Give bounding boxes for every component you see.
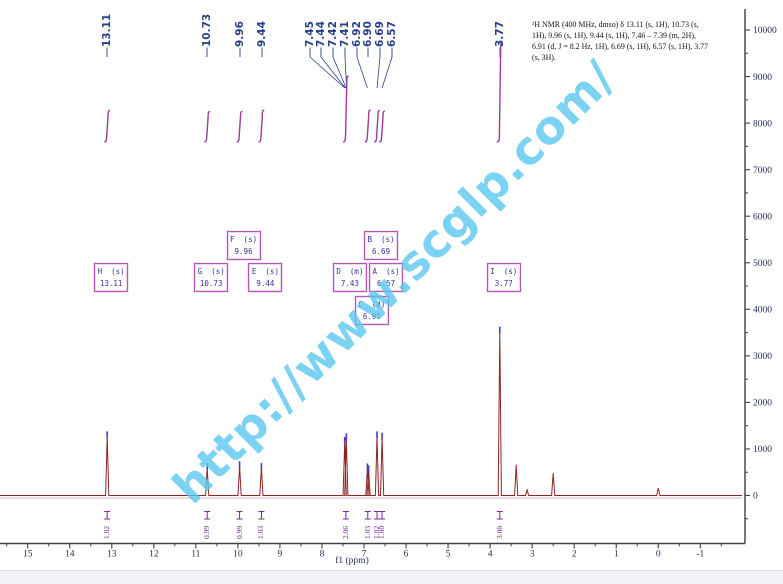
x-tick-label: 2 [572,550,577,560]
integral-curve [378,110,386,143]
integration-bracket [364,511,371,520]
integral-curve [342,75,350,143]
x-tick-label: 9 [278,550,283,560]
x-tick-label: 0 [656,550,661,560]
integral-curve [258,109,265,143]
label-connector [332,56,347,89]
nmr-annotation-text: ¹H NMR (400 MHz, dmso) δ 13.11 (s, 1H), … [532,20,709,62]
x-tick-label: 12 [149,550,159,560]
integration-bracket [496,511,503,520]
integration-bracket [342,511,349,520]
label-connector [381,56,393,89]
x-axis-title: f1 (ppm) [335,556,369,566]
label-connector [356,56,368,89]
x-tick-label: 1 [614,550,619,560]
y-tick-label: 9000 [753,73,772,83]
label-connector [376,56,381,89]
x-tick-label: 4 [488,550,493,560]
label-connector [309,56,346,89]
x-tick-label: 3 [530,550,535,560]
x-tick-label: 10 [233,550,243,560]
x-tick-label: 6 [404,550,409,560]
integral-curve [496,41,504,143]
y-tick-label: 4000 [753,306,772,316]
x-tick-label: 13 [107,550,117,560]
y-tick-label: 7000 [753,166,772,176]
y-tick-label: 1000 [753,445,772,455]
y-tick-label: 0 [753,492,758,502]
x-tick-label: 5 [446,550,451,560]
y-tick-label: 3000 [753,352,772,362]
integration-bracket [204,511,211,520]
integral-curve [236,110,243,143]
x-tick-label: 15 [23,550,33,560]
y-tick-label: 8000 [753,119,772,129]
y-tick-label: 6000 [753,212,772,222]
y-tick-label: 10000 [753,26,777,36]
label-connector [320,56,346,89]
integration-bracket [374,511,381,520]
spectrum-trace [0,331,742,496]
integral-curve [204,110,211,143]
integration-bracket [104,511,111,520]
integration-bracket [258,511,265,520]
integration-bracket [236,511,243,520]
integral-curve [103,109,111,143]
integral-curve [373,109,381,143]
x-tick-label: 14 [65,550,75,560]
integral-curve [364,109,372,143]
x-tick-label: 7 [362,550,367,560]
integration-bracket [379,511,386,520]
y-tick-label: 2000 [753,399,772,409]
x-tick-label: -1 [696,550,704,560]
bottom-strip [0,570,783,584]
y-tick-label: 5000 [753,259,772,269]
x-tick-label: 8 [320,550,325,560]
x-tick-label: 11 [191,550,200,560]
